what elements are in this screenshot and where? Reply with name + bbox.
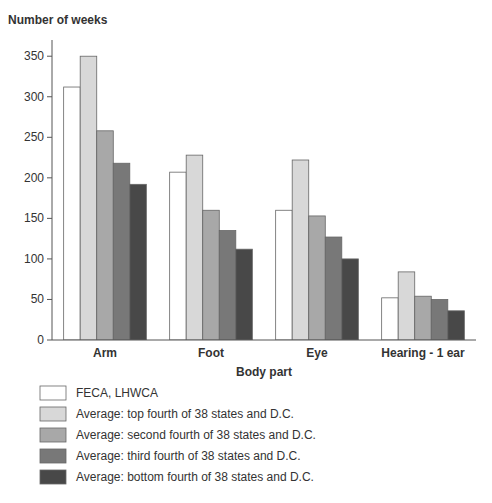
legend-swatch	[40, 407, 66, 421]
legend-label: FECA, LHWCA	[76, 386, 158, 400]
y-tick	[47, 96, 52, 97]
bar	[431, 299, 448, 340]
y-tick-label: 0	[37, 333, 44, 347]
y-tick	[47, 177, 52, 178]
y-tick	[47, 340, 52, 341]
bar	[415, 296, 432, 340]
legend-label: Average: top fourth of 38 states and D.C…	[76, 407, 294, 421]
y-axis-label: Number of weeks	[8, 13, 108, 27]
legend-swatch	[40, 449, 66, 463]
y-tick-label: 200	[24, 171, 44, 185]
y-tick-label: 100	[24, 252, 44, 266]
y-tick	[47, 56, 52, 57]
y-tick-label: 150	[24, 211, 44, 225]
y-axis-line	[52, 40, 53, 340]
bars	[64, 56, 465, 340]
bar	[203, 210, 220, 340]
x-axis-line	[52, 340, 476, 341]
x-axis-label: Body part	[236, 365, 292, 379]
y-tick-label: 50	[31, 292, 45, 306]
bar	[236, 249, 253, 340]
y-tick	[47, 218, 52, 219]
bar	[64, 87, 81, 340]
bar	[113, 163, 130, 340]
y-tick	[47, 299, 52, 300]
y-tick-label: 300	[24, 90, 44, 104]
bar	[325, 237, 342, 340]
bar	[309, 216, 326, 340]
bar	[97, 131, 114, 340]
legend-label: Average: bottom fourth of 38 states and …	[76, 470, 314, 484]
x-tick-label: Foot	[198, 346, 224, 360]
chart-svg: 0 50 100 150 200 250 300 350 Arm Foot Eye Hearing -…	[0, 0, 492, 503]
chart-container: 0 50 100 150 200 250 300 350 Arm Foot Eye Hearing -…	[0, 0, 492, 503]
legend-swatch	[40, 470, 66, 484]
bar	[219, 231, 236, 340]
y-tick	[47, 258, 52, 259]
bar	[342, 259, 359, 340]
legend: FECA, LHWCA Average: top fourth of 38 sta…	[40, 386, 316, 484]
legend-swatch	[40, 386, 66, 400]
bar	[382, 298, 399, 340]
x-tick-label: Eye	[306, 346, 328, 360]
bar	[80, 56, 97, 340]
bar	[276, 210, 293, 340]
y-tick-label: 250	[24, 130, 44, 144]
y-tick-label: 350	[24, 49, 44, 63]
bar	[292, 160, 309, 340]
legend-swatch	[40, 428, 66, 442]
y-tick	[47, 137, 52, 138]
bar	[398, 272, 415, 340]
bar	[130, 184, 147, 340]
legend-label: Average: second fourth of 38 states and …	[76, 428, 316, 442]
x-tick-label: Hearing - 1 ear	[381, 346, 465, 360]
bar	[170, 172, 187, 340]
legend-label: Average: third fourth of 38 states and D…	[76, 449, 301, 463]
bar	[186, 155, 203, 340]
x-tick-label: Arm	[93, 346, 117, 360]
bar	[448, 311, 465, 340]
